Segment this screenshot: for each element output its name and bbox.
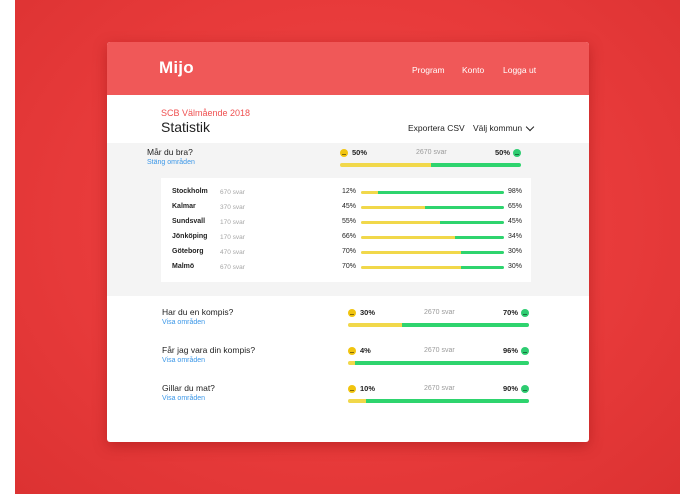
region-name: Malmö bbox=[172, 263, 195, 270]
show-regions-link[interactable]: Visa områden bbox=[162, 319, 206, 326]
region-low-percentage: 70% bbox=[342, 248, 357, 255]
negative-fill bbox=[348, 323, 402, 327]
close-regions-link[interactable]: Stäng områden bbox=[147, 159, 195, 166]
page-title: Statistik bbox=[161, 119, 211, 135]
happy-face-icon bbox=[521, 309, 529, 317]
region-high-percentage: 34% bbox=[508, 233, 523, 240]
region-result-bar bbox=[361, 236, 504, 239]
show-regions-link[interactable]: Visa områden bbox=[162, 357, 206, 364]
region-name: Kalmar bbox=[172, 203, 196, 210]
region-result-bar bbox=[361, 206, 504, 209]
positive-fill bbox=[366, 399, 529, 403]
region-name: Sundsvall bbox=[172, 218, 206, 225]
region-high-percentage: 65% bbox=[508, 203, 523, 210]
region-result-bar bbox=[361, 221, 504, 224]
question-title: Har du en kompis? bbox=[162, 307, 234, 317]
high-percentage: 96% bbox=[503, 346, 519, 355]
region-answer-count: 470 svar bbox=[220, 249, 245, 256]
region-high-percentage: 98% bbox=[508, 188, 523, 195]
negative-fill bbox=[348, 399, 366, 403]
positive-fill bbox=[425, 206, 504, 209]
region-answer-count: 170 svar bbox=[220, 234, 245, 241]
negative-fill bbox=[361, 236, 455, 239]
page-header: SCB Välmående 2018 Statistik Exportera C… bbox=[107, 95, 589, 143]
low-percentage: 10% bbox=[360, 384, 376, 393]
export-csv-button[interactable]: Exportera CSV bbox=[408, 123, 465, 133]
negative-fill bbox=[361, 191, 378, 194]
region-answer-count: 670 svar bbox=[220, 189, 245, 196]
question-title: Får jag vara din kompis? bbox=[162, 345, 256, 355]
positive-fill bbox=[431, 163, 521, 167]
question-title: Gillar du mat? bbox=[162, 383, 215, 393]
region-result-bar bbox=[361, 251, 504, 254]
high-percentage: 70% bbox=[503, 308, 519, 317]
high-percentage: 90% bbox=[503, 384, 519, 393]
region-name: Göteborg bbox=[172, 248, 204, 255]
negative-fill bbox=[348, 361, 355, 365]
region-result-bar bbox=[361, 266, 504, 269]
neutral-face-icon bbox=[348, 385, 356, 393]
answer-count: 2670 svar bbox=[424, 347, 455, 354]
positive-fill bbox=[378, 191, 504, 194]
page-subtitle: SCB Välmående 2018 bbox=[161, 108, 251, 118]
positive-fill bbox=[455, 236, 504, 239]
region-answer-count: 670 svar bbox=[220, 264, 245, 271]
result-bar bbox=[348, 399, 529, 403]
negative-fill bbox=[361, 221, 440, 224]
neutral-face-icon bbox=[348, 309, 356, 317]
negative-fill bbox=[361, 206, 425, 209]
happy-face-icon bbox=[521, 347, 529, 355]
region-name: Stockholm bbox=[172, 188, 208, 195]
happy-face-icon bbox=[521, 385, 529, 393]
positive-fill bbox=[461, 266, 504, 269]
positive-fill bbox=[440, 221, 504, 224]
region-low-percentage: 66% bbox=[342, 233, 357, 240]
negative-fill bbox=[361, 266, 461, 269]
region-low-percentage: 55% bbox=[342, 218, 357, 225]
chevron-down-icon bbox=[525, 122, 535, 131]
municipality-select[interactable]: Välj kommun bbox=[473, 122, 535, 133]
top-navigation: Mijo Program Konto Logga ut bbox=[107, 42, 589, 95]
result-bar bbox=[348, 361, 529, 365]
high-percentage: 50% bbox=[495, 148, 511, 157]
region-low-percentage: 12% bbox=[342, 188, 357, 195]
region-high-percentage: 30% bbox=[508, 263, 523, 270]
result-bar bbox=[340, 163, 521, 167]
neutral-face-icon bbox=[340, 149, 348, 157]
region-name: Jönköping bbox=[172, 233, 208, 240]
region-high-percentage: 30% bbox=[508, 248, 523, 255]
nav-logout[interactable]: Logga ut bbox=[503, 65, 537, 75]
region-result-bar bbox=[361, 191, 504, 194]
neutral-face-icon bbox=[348, 347, 356, 355]
nav-konto[interactable]: Konto bbox=[462, 65, 485, 75]
answer-count: 2670 svar bbox=[424, 309, 455, 316]
low-percentage: 50% bbox=[352, 148, 368, 157]
low-percentage: 30% bbox=[360, 308, 376, 317]
region-low-percentage: 70% bbox=[342, 263, 357, 270]
answer-count: 2670 svar bbox=[424, 385, 455, 392]
low-percentage: 4% bbox=[360, 346, 371, 355]
positive-fill bbox=[461, 251, 504, 254]
positive-fill bbox=[355, 361, 529, 365]
show-regions-link[interactable]: Visa områden bbox=[162, 395, 206, 402]
question-title: Mår du bra? bbox=[147, 147, 193, 157]
municipality-select-label: Välj kommun bbox=[473, 123, 523, 133]
happy-face-icon bbox=[513, 149, 521, 157]
region-low-percentage: 45% bbox=[342, 203, 357, 210]
positive-fill bbox=[402, 323, 529, 327]
regions-panel: Stockholm 670 svar 12% 98% Kalmar 370 svar 45%… bbox=[161, 178, 531, 282]
region-high-percentage: 45% bbox=[508, 218, 523, 225]
answer-count: 2670 svar bbox=[416, 149, 447, 156]
region-answer-count: 170 svar bbox=[220, 219, 245, 226]
result-bar bbox=[348, 323, 529, 327]
app-logo[interactable]: Mijo bbox=[159, 58, 194, 77]
negative-fill bbox=[361, 251, 461, 254]
region-answer-count: 370 svar bbox=[220, 204, 245, 211]
negative-fill bbox=[340, 163, 431, 167]
nav-program[interactable]: Program bbox=[412, 65, 445, 75]
app-card: Mijo Program Konto Logga ut SCB Välmåend… bbox=[107, 42, 589, 442]
